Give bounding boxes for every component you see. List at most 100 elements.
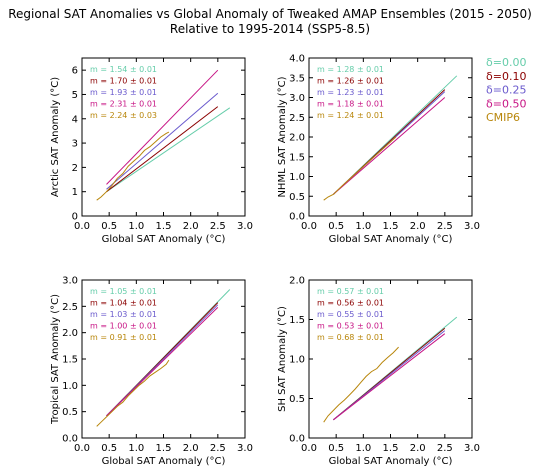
legend-entry: δ=0.00	[486, 56, 526, 69]
series-line-2	[106, 106, 219, 193]
y-tick-label: 4.0	[289, 54, 305, 65]
slope-annotation: m = 1.18 ± 0.01	[317, 100, 384, 109]
slope-annotation: m = 1.04 ± 0.01	[90, 299, 157, 308]
y-tick-label: 2.0	[289, 276, 305, 287]
x-tick-label: 2.0	[183, 443, 199, 454]
y-tick-label: 1.0	[62, 381, 78, 392]
y-tick-label: 1.5	[62, 355, 78, 366]
x-tick-label: 0.0	[301, 443, 317, 454]
figure-subtitle: Relative to 1995-2014 (SSP5-8.5)	[170, 22, 370, 36]
legend-entry: δ=0.25	[486, 84, 526, 97]
y-axis-label: Arctic SAT Anomaly (°C)	[50, 77, 61, 197]
x-tick-label: 2.0	[410, 221, 426, 232]
series-line-4	[106, 307, 219, 417]
series-line-5	[323, 346, 399, 423]
y-tick-label: 0.0	[289, 434, 305, 445]
y-tick-label: 3.5	[289, 73, 305, 84]
slope-annotation: m = 1.00 ± 0.01	[90, 322, 157, 331]
y-tick-label: 2.0	[62, 328, 78, 339]
x-tick-label: 1.0	[355, 221, 371, 232]
y-axis-label: NHML SAT Anomaly (°C)	[277, 76, 288, 197]
y-tick-label: 1.5	[289, 315, 305, 326]
y-axis-label: Tropical SAT Anomaly (°C)	[50, 294, 61, 425]
slope-annotation: m = 1.26 ± 0.01	[317, 77, 384, 86]
y-tick-label: 2.5	[289, 113, 305, 124]
slope-annotation: m = 1.23 ± 0.01	[317, 88, 384, 97]
x-tick-label: 0.0	[301, 221, 317, 232]
x-tick-label: 2.0	[410, 443, 426, 454]
x-tick-label: 3.0	[237, 443, 253, 454]
x-tick-label: 2.5	[437, 443, 453, 454]
x-tick-label: 0.5	[328, 443, 344, 454]
x-tick-label: 1.0	[128, 221, 144, 232]
slope-annotation: m = 0.53 ± 0.01	[317, 322, 384, 331]
y-tick-label: 1.0	[289, 172, 305, 183]
x-axis-label: Global SAT Anomaly (°C)	[102, 234, 226, 245]
series-line-5	[323, 136, 397, 201]
y-axis-label: SH SAT Anomaly (°C)	[277, 306, 288, 412]
x-tick-label: 0.0	[74, 221, 90, 232]
x-tick-label: 1.0	[355, 443, 371, 454]
slope-annotation: m = 1.70 ± 0.01	[90, 77, 157, 86]
x-tick-label: 1.5	[156, 221, 172, 232]
figure-title: Regional SAT Anomalies vs Global Anomaly…	[8, 7, 532, 21]
x-axis-label: Global SAT Anomaly (°C)	[329, 234, 453, 245]
slope-annotation: m = 1.54 ± 0.01	[90, 65, 157, 74]
y-tick-label: 0	[72, 212, 78, 223]
series-line-5	[96, 131, 170, 201]
slope-annotation: m = 1.28 ± 0.01	[317, 65, 384, 74]
series-line-5	[96, 359, 170, 427]
y-tick-label: 2	[72, 163, 78, 174]
y-tick-label: 2.0	[289, 133, 305, 144]
series-line-4	[333, 333, 446, 421]
y-tick-label: 0.5	[289, 192, 305, 203]
legend-entry: CMIP6	[486, 111, 520, 124]
series-line-3	[106, 92, 219, 190]
y-tick-label: 1.5	[289, 152, 305, 163]
slope-annotation: m = 1.05 ± 0.01	[90, 287, 157, 296]
y-tick-label: 1.0	[289, 355, 305, 366]
x-tick-label: 3.0	[464, 221, 480, 232]
slope-annotation: m = 0.56 ± 0.01	[317, 299, 384, 308]
x-tick-label: 0.0	[74, 443, 90, 454]
y-tick-label: 4	[72, 114, 78, 125]
slope-annotation: m = 2.31 ± 0.01	[90, 100, 157, 109]
y-tick-label: 6	[72, 66, 78, 77]
x-tick-label: 2.0	[183, 221, 199, 232]
y-tick-label: 2.5	[62, 302, 78, 313]
slope-annotation: m = 2.24 ± 0.03	[90, 111, 157, 120]
x-tick-label: 1.5	[383, 221, 399, 232]
y-tick-label: 3.0	[62, 276, 78, 287]
slope-annotation: m = 0.91 ± 0.01	[90, 333, 157, 342]
y-tick-label: 0.5	[289, 394, 305, 405]
series-line-4	[333, 97, 446, 195]
x-tick-label: 1.5	[156, 443, 172, 454]
x-axis-label: Global SAT Anomaly (°C)	[329, 456, 453, 467]
chart-panel-4: 0.0 0.5 1.0 1.5 2.0 2.5 3.0 0.0 0.5 1.0 1.5 2.0 Glob…	[277, 276, 480, 468]
x-tick-label: 3.0	[464, 443, 480, 454]
x-tick-label: 0.5	[101, 443, 117, 454]
x-tick-label: 1.5	[383, 443, 399, 454]
panels: 0.0 0.5 1.0 1.5 2.0 2.5 3.0 0 1 2 3 4 5 6 Global SAT A…	[50, 54, 480, 468]
x-tick-label: 0.5	[328, 221, 344, 232]
y-tick-label: 3.0	[289, 93, 305, 104]
y-tick-label: 1	[72, 187, 78, 198]
slope-annotation: m = 0.57 ± 0.01	[317, 287, 384, 296]
x-tick-label: 2.5	[210, 443, 226, 454]
y-tick-label: 0.0	[62, 434, 78, 445]
x-tick-label: 0.5	[101, 221, 117, 232]
slope-annotation: m = 1.03 ± 0.01	[90, 310, 157, 319]
x-tick-label: 3.0	[237, 221, 253, 232]
x-tick-label: 1.0	[128, 443, 144, 454]
y-tick-label: 0.5	[62, 407, 78, 418]
slope-annotation: m = 0.55 ± 0.01	[317, 310, 384, 319]
series-line-1	[106, 107, 231, 193]
slope-annotation: m = 0.68 ± 0.01	[317, 333, 384, 342]
slope-annotation: m = 1.24 ± 0.01	[317, 111, 384, 120]
y-tick-label: 5	[72, 90, 78, 101]
x-tick-label: 2.5	[437, 221, 453, 232]
legend-entry: δ=0.10	[486, 70, 526, 83]
x-tick-label: 2.5	[210, 221, 226, 232]
